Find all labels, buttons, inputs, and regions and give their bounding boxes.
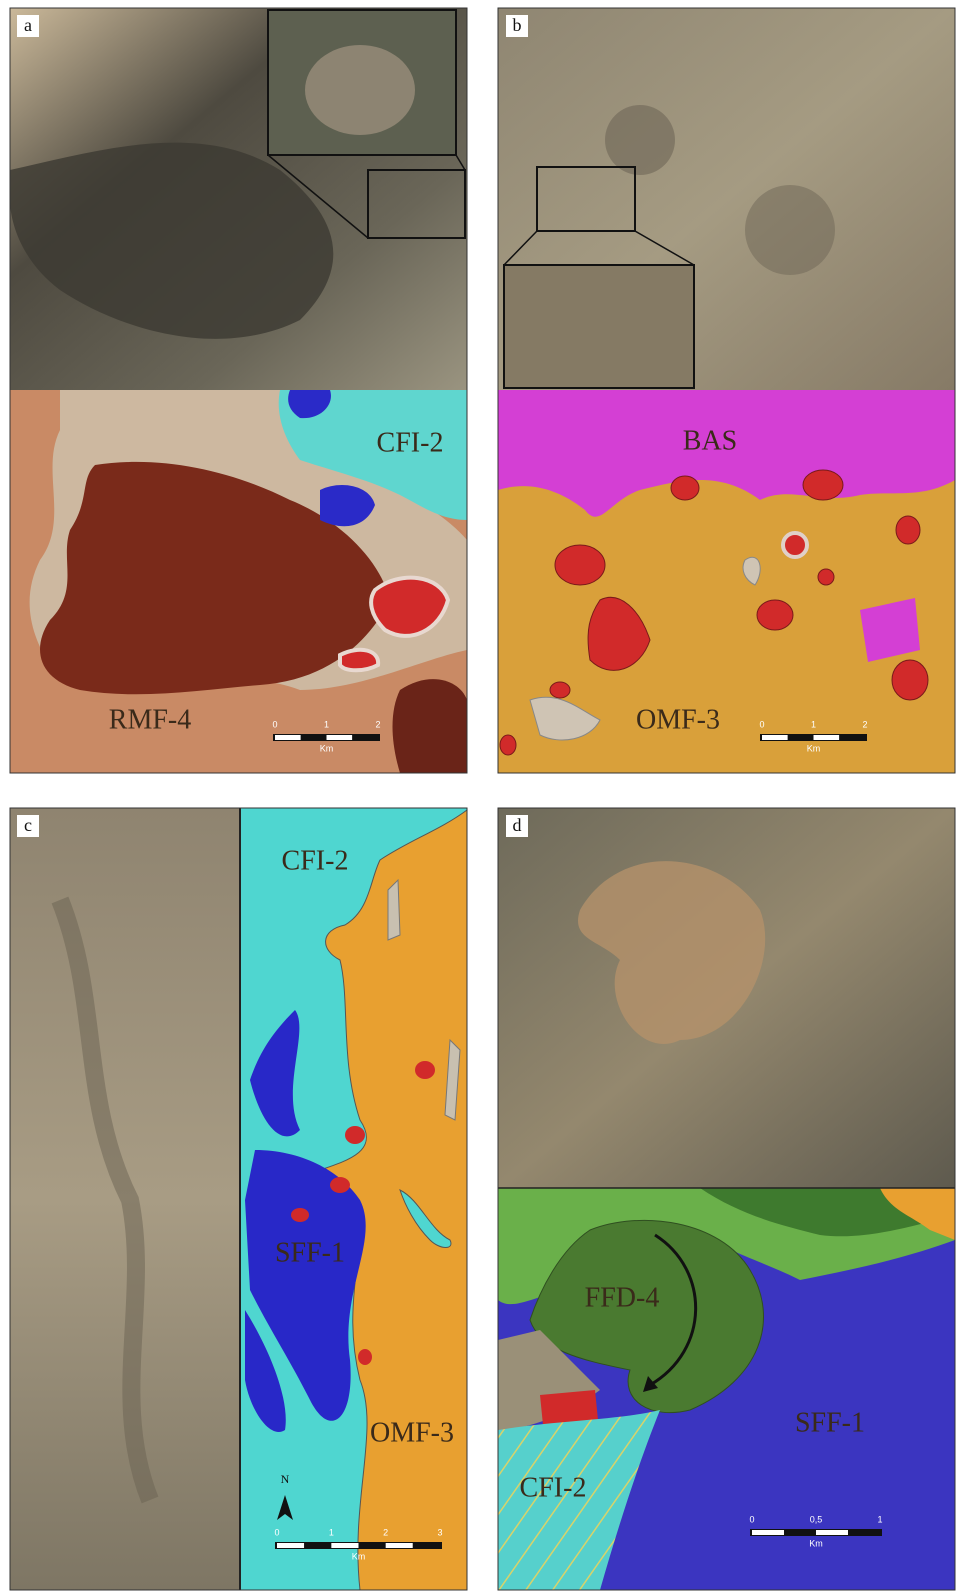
unit-label: OMF-3 [636,704,720,735]
scale-bar-segment [304,1543,331,1548]
red-unit [803,470,843,500]
red-unit [550,682,570,698]
scale-unit: Km [807,743,821,753]
panel-c: N c CFI-2 SFF-1 OMF-3 [10,808,467,1590]
scale-unit: Km [320,743,334,753]
scale-tick-label: 1 [324,719,329,729]
red-unit [896,516,920,544]
unit-label: CFI-2 [377,427,444,458]
scale-tick-label: 1 [877,1514,882,1524]
scale-bar-segment [327,735,353,740]
scale-bar-segment [413,1543,440,1548]
scale-bar-segment [386,1543,413,1548]
dark-unit [393,679,468,773]
scale-tick-label: 0 [759,719,764,729]
unit-label: SFF-1 [275,1237,345,1268]
red-unit [291,1208,309,1222]
scale-unit: Km [352,1551,366,1561]
inset-feature [305,45,415,135]
page: a CFI-2 RMF-4 b BAS OMF-3 [0,0,971,1595]
scale-tick-label: 0 [274,1527,279,1537]
scale-bar-segment [762,735,788,740]
red-unit [415,1061,435,1079]
panel-a: a CFI-2 RMF-4 [10,8,467,773]
unit-label: CFI-2 [282,845,349,876]
red-unit [330,1177,350,1193]
scale-bar-segment [784,1530,816,1535]
unit-label: CFI-2 [520,1472,587,1503]
scale-bar-segment [752,1530,784,1535]
red-unit [500,735,516,755]
unit-label: OMF-3 [370,1417,454,1448]
red-unit [345,1126,365,1144]
scale-bar-segment [352,735,378,740]
red-unit [757,600,793,630]
terrain [745,185,835,275]
north-label: N [281,1472,290,1486]
red-unit [818,569,834,585]
scale-bar-segment [839,735,865,740]
scale-bar-segment [359,1543,386,1548]
red-unit [783,533,807,557]
scale-bar-segment [301,735,327,740]
panel-d: d FFD-4 SFF-1 CFI-2 [498,808,955,1590]
scale-tick-label: 2 [862,719,867,729]
scale-bar-segment [277,1543,304,1548]
scale-tick-label: 2 [375,719,380,729]
scale-tick-label: 3 [437,1527,442,1537]
red-unit [555,545,605,585]
panel-label: c [24,815,32,835]
scale-tick-label: 0,5 [810,1514,823,1524]
scale-unit: Km [809,1538,823,1548]
panel-label: b [513,15,522,35]
scale-bar-segment [814,735,840,740]
red-unit [892,660,928,700]
scale-bar-segment [331,1543,358,1548]
terrain [605,105,675,175]
scale-tick-label: 0 [749,1514,754,1524]
red-unit [358,1349,372,1365]
panel-label: d [513,815,522,835]
red-unit [540,1390,598,1425]
unit-label: RMF-4 [109,704,191,735]
scale-tick-label: 0 [272,719,277,729]
inset [504,265,694,388]
unit-label: FFD-4 [585,1282,660,1313]
scale-bar-segment [275,735,301,740]
scale-bar-segment [848,1530,880,1535]
unit-label: SFF-1 [795,1407,865,1438]
scale-tick-label: 1 [811,719,816,729]
figure: a CFI-2 RMF-4 b BAS OMF-3 [0,0,971,1595]
panel-b: b BAS OMF-3 [498,8,955,773]
scale-bar-segment [816,1530,848,1535]
scale-bar-segment [788,735,814,740]
unit-label: BAS [683,425,737,456]
scale-tick-label: 2 [383,1527,388,1537]
panel-label: a [24,15,32,35]
scale-tick-label: 1 [329,1527,334,1537]
red-unit [671,476,699,500]
